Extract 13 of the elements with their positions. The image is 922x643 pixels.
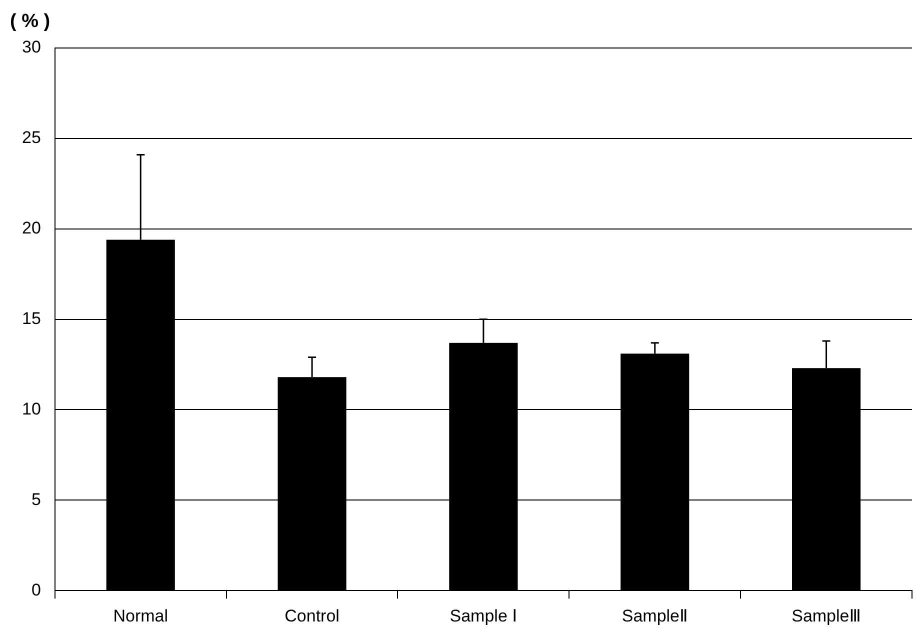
x-tick-label: Sample Ⅰ [450,606,518,626]
x-tick-label: SampleⅡ [622,606,688,626]
x-tick-label: SampleⅢ [792,606,861,626]
y-tick-label: 30 [22,38,41,57]
y-tick-label: 20 [22,218,41,238]
y-tick-label: 5 [31,490,41,509]
x-tick-label: Control [284,606,340,626]
x-tick-label: Normal [113,606,168,626]
y-tick-label: 10 [22,399,41,418]
y-axis-title: ( % ) [10,11,50,32]
y-tick-label: 0 [31,580,41,600]
y-tick-label: 25 [22,128,41,148]
y-tick-label: 15 [22,308,41,328]
